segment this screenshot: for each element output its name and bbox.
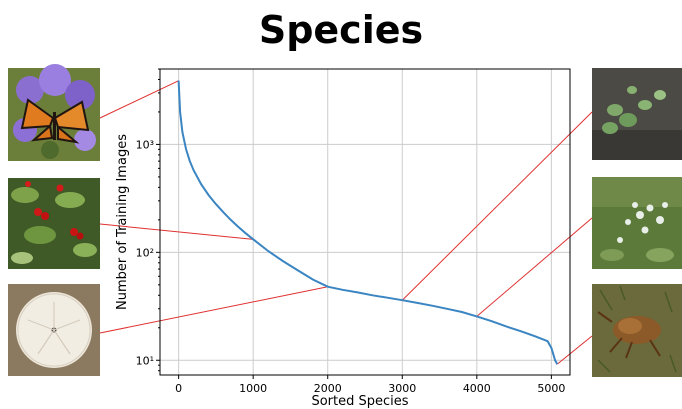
x-axis-label: Sorted Species [311,394,408,409]
y-tick-label: 10¹ [136,354,154,367]
y-tick-label: 10³ [136,138,154,151]
x-tick-label: 1000 [239,382,267,395]
callout-line [476,217,593,317]
callout-line [99,80,179,119]
thumbnail-brown-insect [592,284,682,377]
plot-frame [159,68,571,376]
y-axis-label: Number of Training Images [115,134,130,310]
callout-line [557,335,593,365]
x-tick-label: 4000 [463,382,491,395]
thumbnail-white-flowers [592,177,682,269]
series-line [177,80,559,365]
x-axis-ticks: 0 1000 2000 3000 4000 5000 [175,375,565,395]
y-tick-label: 10² [136,246,154,259]
thumbnail-sand-dollar [8,284,100,376]
callout-line [99,286,328,334]
callout-line [401,111,593,301]
callout-lines [99,80,593,365]
x-tick-label: 0 [175,382,182,395]
thumbnail-images [8,64,682,377]
thumbnail-red-berries [8,178,100,269]
x-tick-label: 5000 [537,382,565,395]
x-tick-label: 2000 [314,382,342,395]
chart-title: Species [258,8,424,52]
thumbnail-monarch-butterfly [8,64,100,161]
grid [160,69,570,375]
thumbnail-succulent-rock [592,68,682,160]
callout-line [99,223,254,240]
x-tick-label: 3000 [388,382,416,395]
y-axis-ticks: 10³ 10² 10¹ [136,68,160,372]
